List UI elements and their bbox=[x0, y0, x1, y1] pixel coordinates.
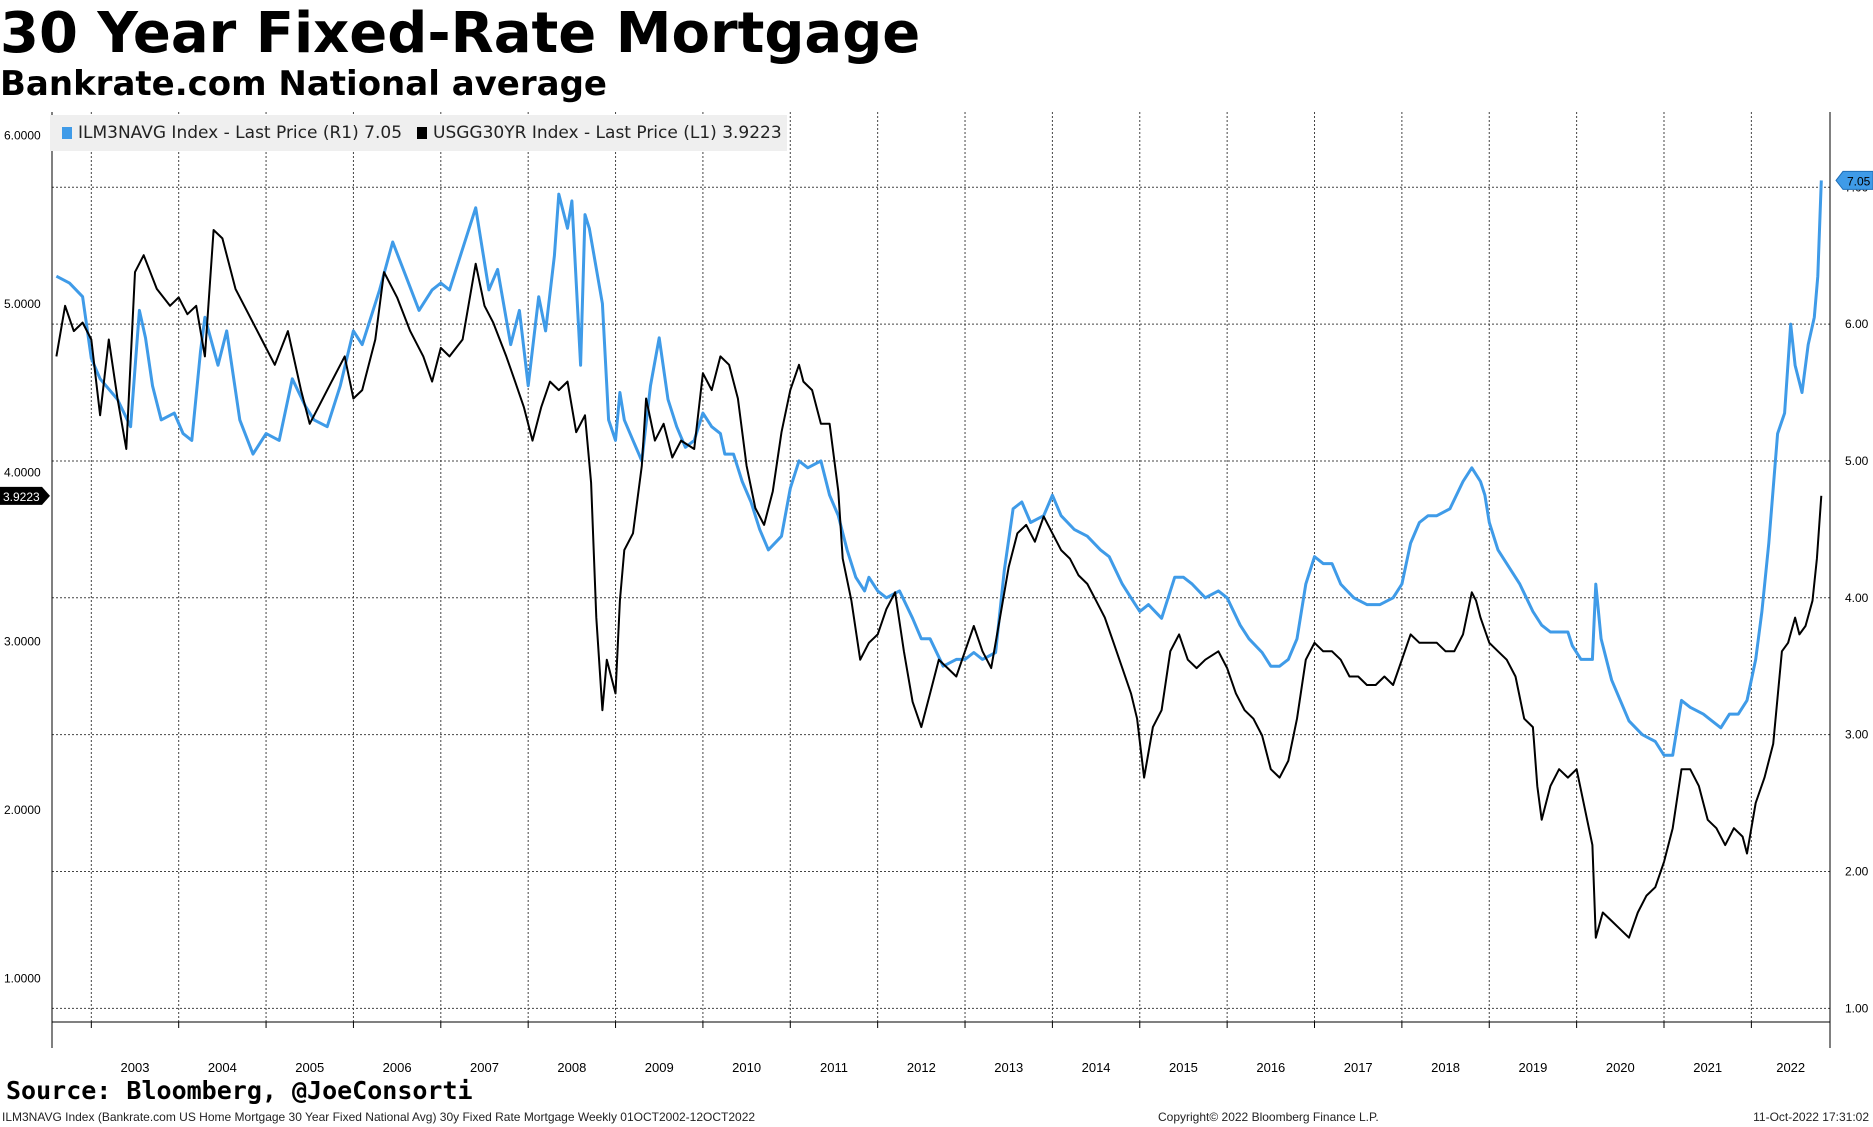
x-tick-label: 2018 bbox=[1431, 1060, 1460, 1075]
mortgage-last-value-label: 7.05 bbox=[1847, 174, 1871, 188]
x-tick-label: 2006 bbox=[383, 1060, 412, 1075]
x-tick-label: 2022 bbox=[1776, 1060, 1805, 1075]
x-axis-tick-labels: 2003 2004 2005 2006 2007 2008 2009 2010 2011 2012… bbox=[121, 1060, 1806, 1075]
x-tick-label: 2019 bbox=[1518, 1060, 1547, 1075]
right-tick-label: 5.00 bbox=[1845, 454, 1869, 468]
legend-swatch bbox=[62, 127, 72, 139]
x-tick-label: 2007 bbox=[470, 1060, 499, 1075]
series-layer bbox=[55, 180, 1823, 939]
legend-entry: ILM3NAVG Index - Last Price (R1) 7.05 bbox=[78, 123, 402, 143]
source-credit: Source: Bloomberg, @JoeConsorti bbox=[6, 1076, 473, 1105]
right-tick-label: 3.00 bbox=[1845, 728, 1869, 742]
x-tick-label: 2004 bbox=[208, 1060, 237, 1075]
x-tick-label: 2011 bbox=[820, 1060, 848, 1075]
legend-swatch bbox=[417, 127, 427, 139]
x-tick-label: 2009 bbox=[645, 1060, 674, 1075]
x-tick-label: 2013 bbox=[994, 1060, 1023, 1075]
footer-timestamp: 11-Oct-2022 17:31:02 bbox=[1753, 1110, 1869, 1124]
legend-entry: USGG30YR Index - Last Price (L1) 3.9223 bbox=[433, 123, 782, 143]
x-tick-label: 2005 bbox=[295, 1060, 324, 1075]
x-tick-label: 2003 bbox=[121, 1060, 150, 1075]
chart-subtitle: Bankrate.com National average bbox=[0, 64, 607, 104]
x-tick-label: 2012 bbox=[907, 1060, 936, 1075]
right-tick-label: 1.00 bbox=[1845, 1001, 1869, 1015]
x-tick-label: 2016 bbox=[1256, 1060, 1285, 1075]
treasury-yield-line bbox=[55, 229, 1823, 939]
horizontal-gridlines bbox=[52, 186, 1830, 1009]
x-tick-label: 2008 bbox=[557, 1060, 586, 1075]
left-tick-label: 2.0000 bbox=[4, 803, 41, 817]
vertical-gridlines bbox=[90, 112, 1752, 1022]
x-tick-label: 2010 bbox=[732, 1060, 761, 1075]
right-tick-label: 4.00 bbox=[1845, 591, 1869, 605]
footer-description: ILM3NAVG Index (Bankrate.com US Home Mor… bbox=[2, 1110, 756, 1124]
treasury-last-value-label: 3.9223 bbox=[3, 490, 40, 504]
x-tick-label: 2015 bbox=[1169, 1060, 1198, 1075]
mortgage-last-value-tag bbox=[1835, 170, 1873, 190]
right-tick-label: 2.00 bbox=[1845, 864, 1869, 878]
mortgage-rate-line bbox=[55, 180, 1823, 757]
left-tick-label: 1.0000 bbox=[4, 971, 41, 985]
left-axis-tick-labels: 1.0000 2.0000 3.0000 4.0000 5.0000 6.0000 bbox=[4, 129, 41, 986]
right-axis-tick-labels: 1.002.003.004.005.006.007.00 bbox=[1845, 180, 1869, 1015]
left-tick-label: 3.0000 bbox=[4, 634, 41, 648]
last-value-tags: 7.05 3.9223 bbox=[0, 170, 1873, 505]
x-tick-label: 2021 bbox=[1693, 1060, 1722, 1075]
x-tick-label: 2014 bbox=[1082, 1060, 1111, 1075]
chart-title: 30 Year Fixed-Rate Mortgage bbox=[0, 1, 921, 66]
x-tick-label: 2017 bbox=[1344, 1060, 1373, 1075]
legend: ILM3NAVG Index - Last Price (R1) 7.05 USG… bbox=[50, 115, 787, 151]
axis-lines bbox=[51, 112, 1831, 1048]
x-tick-label: 2020 bbox=[1606, 1060, 1635, 1075]
left-tick-label: 5.0000 bbox=[4, 297, 41, 311]
left-tick-label: 6.0000 bbox=[4, 129, 41, 143]
right-tick-label: 6.00 bbox=[1845, 317, 1869, 331]
footer-copyright: Copyright© 2022 Bloomberg Finance L.P. bbox=[1158, 1110, 1379, 1124]
treasury-last-value-tag bbox=[0, 486, 50, 505]
left-tick-label: 4.0000 bbox=[4, 466, 41, 480]
